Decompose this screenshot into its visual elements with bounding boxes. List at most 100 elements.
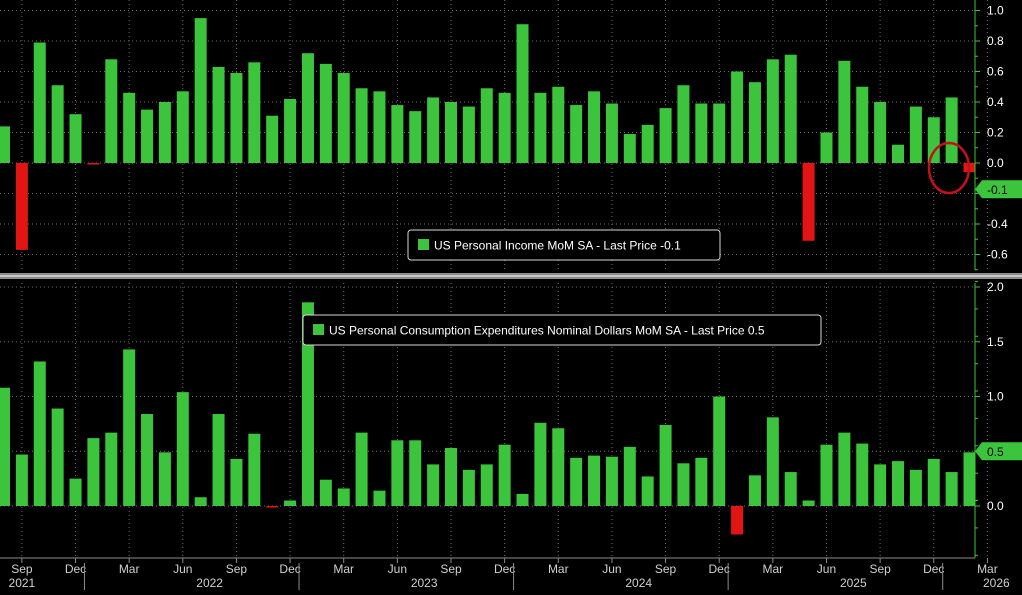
bar bbox=[623, 134, 636, 163]
last-price-tag bbox=[975, 442, 1022, 461]
x-month-label: Mar bbox=[763, 562, 784, 576]
x-month-label: Sep bbox=[655, 562, 677, 576]
bar bbox=[820, 444, 833, 506]
bar bbox=[802, 163, 815, 241]
bar bbox=[784, 54, 797, 163]
y-tick-label: 0.4 bbox=[987, 95, 1004, 109]
bar bbox=[802, 500, 815, 506]
legend-label: US Personal Consumption Expenditures Nom… bbox=[329, 324, 765, 338]
bar bbox=[677, 463, 690, 506]
x-month-label: Sep bbox=[11, 562, 33, 576]
bar bbox=[409, 440, 422, 506]
bar bbox=[427, 464, 440, 506]
bar bbox=[713, 103, 726, 163]
x-month-label: Dec bbox=[923, 562, 944, 576]
bar bbox=[462, 106, 475, 163]
bar bbox=[623, 446, 636, 506]
highlight-circle bbox=[927, 141, 971, 195]
bar bbox=[445, 102, 457, 163]
bar bbox=[301, 53, 314, 164]
bar bbox=[355, 88, 368, 163]
x-month-label: Mar bbox=[548, 562, 569, 576]
x-month-label: Jun bbox=[173, 562, 192, 576]
x-month-label: Jun bbox=[602, 562, 621, 576]
bar bbox=[731, 506, 744, 535]
bar bbox=[695, 103, 708, 163]
bar bbox=[87, 438, 100, 506]
bar bbox=[856, 86, 869, 163]
x-month-label: Dec bbox=[709, 562, 730, 576]
bar bbox=[33, 42, 46, 163]
bar bbox=[927, 117, 940, 163]
bar bbox=[892, 144, 904, 163]
bar bbox=[588, 455, 601, 506]
bar bbox=[284, 500, 297, 506]
bar bbox=[337, 488, 350, 506]
x-year-label: 2024 bbox=[625, 576, 652, 590]
bar bbox=[0, 126, 10, 163]
bar bbox=[248, 433, 261, 506]
bar bbox=[945, 472, 958, 506]
bar bbox=[284, 98, 297, 163]
bar bbox=[820, 132, 833, 163]
bar bbox=[516, 493, 529, 506]
bar bbox=[695, 457, 708, 506]
bar bbox=[176, 91, 189, 163]
bar bbox=[766, 59, 779, 163]
y-tick-label: 1.5 bbox=[987, 335, 1004, 349]
bar bbox=[748, 82, 761, 163]
bar bbox=[552, 86, 565, 163]
bar bbox=[51, 408, 64, 506]
bar bbox=[194, 497, 207, 506]
bar bbox=[534, 422, 547, 506]
bar bbox=[355, 432, 368, 506]
bar bbox=[605, 456, 618, 506]
bar bbox=[838, 432, 851, 506]
bar bbox=[158, 102, 171, 163]
bar bbox=[480, 88, 493, 163]
x-year-label: 2022 bbox=[196, 576, 223, 590]
bar bbox=[373, 490, 386, 506]
bars-group bbox=[0, 18, 976, 535]
bar bbox=[838, 60, 851, 164]
bar bbox=[409, 111, 422, 163]
bar bbox=[51, 85, 64, 163]
bar bbox=[15, 163, 28, 250]
y-tick-label: 1.0 bbox=[987, 390, 1004, 404]
x-year-label: 2021 bbox=[9, 576, 36, 590]
bar bbox=[498, 444, 511, 506]
x-month-label: Jun bbox=[817, 562, 836, 576]
y-tick-label: -0.6 bbox=[987, 248, 1008, 262]
bar bbox=[731, 71, 744, 163]
bar bbox=[105, 432, 118, 506]
bar bbox=[212, 66, 225, 163]
bar bbox=[498, 92, 511, 163]
bar bbox=[713, 396, 726, 506]
bar bbox=[319, 63, 332, 163]
bar bbox=[230, 458, 243, 506]
bar bbox=[748, 475, 761, 506]
bar bbox=[588, 91, 601, 163]
x-month-label: Jun bbox=[388, 562, 407, 576]
bar bbox=[874, 102, 887, 163]
bar bbox=[158, 452, 171, 506]
bar bbox=[552, 428, 565, 506]
x-month-label: Dec bbox=[279, 562, 300, 576]
x-month-label: Sep bbox=[869, 562, 891, 576]
legend-label: US Personal Income MoM SA - Last Price -… bbox=[434, 239, 681, 253]
x-month-label: Dec bbox=[65, 562, 86, 576]
bar bbox=[462, 469, 475, 506]
bar bbox=[391, 440, 404, 506]
bar bbox=[945, 97, 958, 163]
bar bbox=[15, 454, 28, 506]
bar bbox=[123, 349, 136, 506]
bar bbox=[105, 59, 118, 163]
last-price-label: 0.5 bbox=[987, 445, 1004, 459]
bar bbox=[874, 464, 887, 506]
legend-swatch bbox=[418, 239, 429, 250]
bar bbox=[570, 457, 583, 506]
bar bbox=[570, 105, 583, 163]
